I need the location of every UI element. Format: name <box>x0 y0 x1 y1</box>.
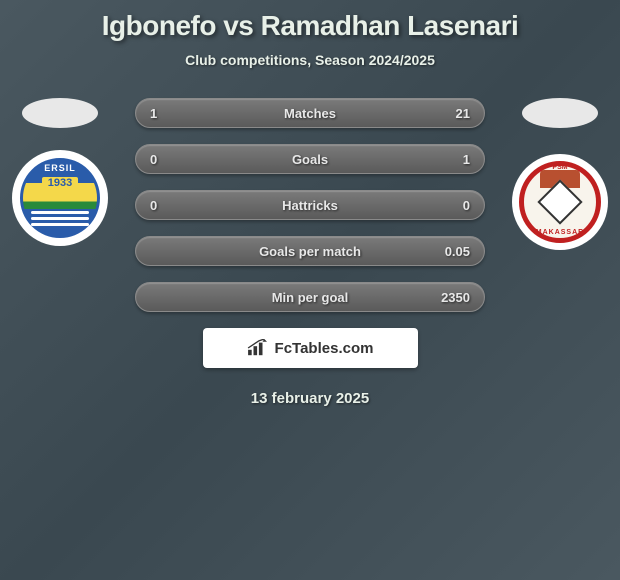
page-title: Igbonefo vs Ramadhan Lasenari <box>0 0 620 42</box>
crest-left-inner: ERSIL 1933 <box>20 158 100 238</box>
stat-label: Min per goal <box>200 290 420 305</box>
stat-row: 1 Matches 21 <box>135 98 485 128</box>
comparison-area: ERSIL 1933 PSM MAKASSAR 1 Matches 21 0 G… <box>0 98 620 407</box>
stat-left-value: 1 <box>150 106 200 121</box>
stat-left-value: 0 <box>150 198 200 213</box>
brand-text: FcTables.com <box>275 340 374 357</box>
stat-right-value: 0 <box>420 198 470 213</box>
stat-label: Hattricks <box>200 198 420 213</box>
brand-box[interactable]: FcTables.com <box>203 328 418 368</box>
date-line: 13 february 2025 <box>0 390 620 407</box>
crest-right-bottom-text: MAKASSAR <box>536 229 584 236</box>
stat-label: Matches <box>200 106 420 121</box>
stat-left-value: 0 <box>150 152 200 167</box>
player-left-avatar <box>22 98 98 128</box>
stat-row: Min per goal 2350 <box>135 282 485 312</box>
crest-right-ring: PSM MAKASSAR <box>519 161 601 243</box>
crest-left-year: 1933 <box>42 177 78 189</box>
player-right-avatar <box>522 98 598 128</box>
crest-left-waves-icon <box>31 211 89 229</box>
stat-row: 0 Goals 1 <box>135 144 485 174</box>
stat-right-value: 0.05 <box>420 244 470 259</box>
stat-row: Goals per match 0.05 <box>135 236 485 266</box>
chart-icon <box>247 339 269 357</box>
club-crest-left: ERSIL 1933 <box>12 150 108 246</box>
club-crest-right: PSM MAKASSAR <box>512 154 608 250</box>
page-subtitle: Club competitions, Season 2024/2025 <box>0 52 620 68</box>
stat-right-value: 21 <box>420 106 470 121</box>
crest-left-top-text: ERSIL <box>23 163 97 173</box>
stat-row: 0 Hattricks 0 <box>135 190 485 220</box>
stat-right-value: 1 <box>420 152 470 167</box>
stat-right-value: 2350 <box>420 290 470 305</box>
stat-label: Goals <box>200 152 420 167</box>
stats-list: 1 Matches 21 0 Goals 1 0 Hattricks 0 Goa… <box>135 98 485 312</box>
stat-label: Goals per match <box>200 244 420 259</box>
